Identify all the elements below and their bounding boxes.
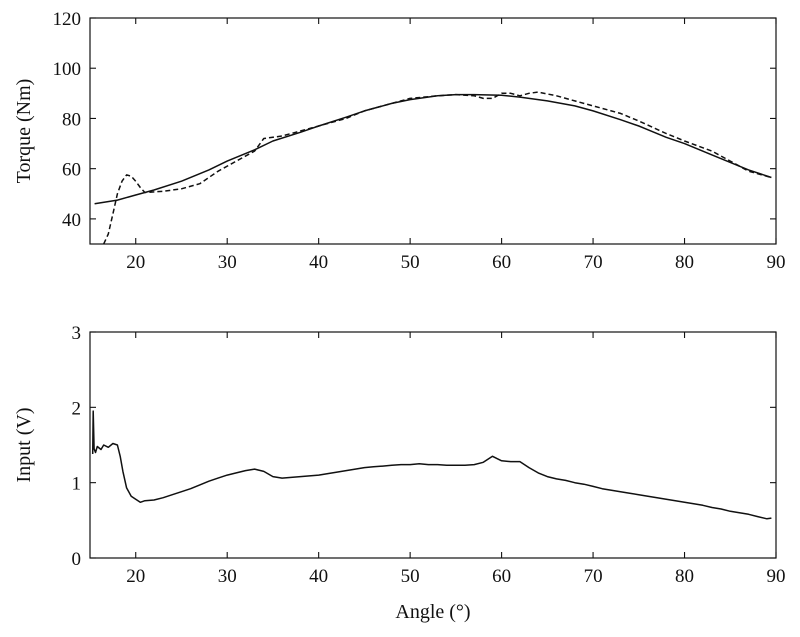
input-x-tick-labels: 20 30 40 50 60 70 80 90: [126, 566, 785, 587]
angle-x-axis-label: Angle (°): [395, 601, 470, 623]
input-y-tick-labels: 0 1 2 3: [72, 323, 82, 570]
input-y-tick-label: 0: [72, 549, 82, 570]
torque-y-tick-label: 80: [62, 109, 81, 130]
input-x-tick-label: 20: [126, 566, 145, 587]
torque-x-tick-label: 70: [584, 252, 603, 273]
input-y-axis-label: Input (V): [13, 408, 35, 483]
input-x-tick-label: 70: [584, 566, 603, 587]
input-series: [91, 410, 772, 520]
torque-y-axis-label: Torque (Nm): [13, 79, 35, 184]
torque-x-tick-label: 40: [309, 252, 328, 273]
torque-y-tick-labels: 40 60 80 100 120: [53, 9, 82, 231]
torque-x-tick-label: 50: [401, 252, 420, 273]
input-panel: 20 30 40 50 60 70 80 90 0 1 2 3 Input (V) Angle (°…: [13, 323, 786, 623]
torque-x-tick-label: 30: [218, 252, 237, 273]
torque-x-tick-label: 60: [492, 252, 511, 273]
torque-y-tick-label: 40: [62, 210, 81, 231]
torque-x-tick-labels: 20 30 40 50 60 70 80 90: [126, 252, 785, 273]
torque-x-tick-label: 20: [126, 252, 145, 273]
torque-y-tick-label: 100: [53, 59, 82, 80]
input-x-tick-label: 80: [675, 566, 694, 587]
torque-y-tick-label: 120: [53, 9, 82, 30]
input-x-tick-label: 30: [218, 566, 237, 587]
torque-plot-frame: [89, 17, 777, 245]
torque-x-tick-label: 80: [675, 252, 694, 273]
input-y-tick-label: 1: [72, 474, 82, 495]
torque-panel: 20 30 40 50 60 70 80 90 40 60 80 100 120 Torque (Nm…: [13, 9, 786, 273]
input-series-line-solid: [91, 410, 772, 520]
torque-series-line-solid: [94, 93, 772, 205]
torque-x-tick-label: 90: [767, 252, 786, 273]
torque-series: [94, 91, 772, 244]
input-plot-frame: [89, 331, 777, 559]
torque-y-tick-label: 60: [62, 160, 81, 181]
input-x-tick-label: 90: [767, 566, 786, 587]
torque-series-line-dashed: [103, 91, 772, 244]
input-x-tick-label: 60: [492, 566, 511, 587]
input-y-tick-label: 2: [72, 398, 82, 419]
input-y-tick-label: 3: [72, 323, 82, 344]
input-x-tick-label: 40: [309, 566, 328, 587]
input-x-tick-label: 50: [401, 566, 420, 587]
